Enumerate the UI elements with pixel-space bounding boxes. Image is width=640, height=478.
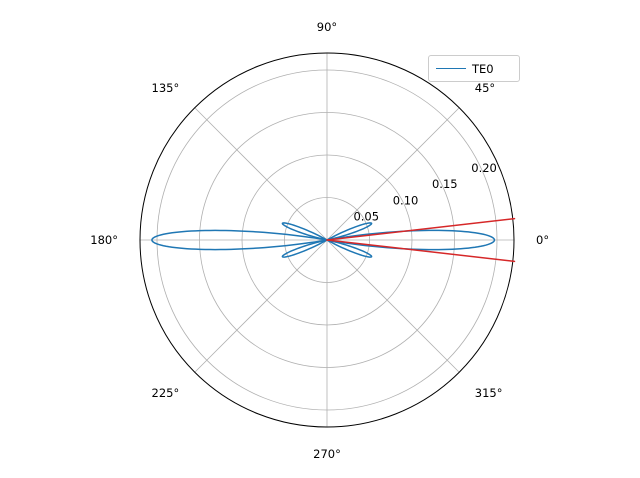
series-te0-lobe-4: [281, 222, 328, 241]
angular-gridline-1: [326, 107, 460, 241]
series-te0-lobe-3: [326, 239, 373, 258]
angular-gridline-3: [194, 107, 328, 241]
radial-tick-0.05: 0.05: [353, 210, 379, 224]
angular-tick-270: 270°: [313, 447, 341, 461]
angular-tick-0: 0°: [536, 233, 549, 247]
radial-tick-labels: 0.05 0.10 0.15 0.20: [353, 161, 496, 224]
series-te0-lobe-1: [151, 229, 328, 251]
series-red-ray-1: [326, 239, 516, 263]
angular-tick-180: 180°: [90, 233, 118, 247]
radial-tick-0.15: 0.15: [432, 177, 458, 191]
legend[interactable]: TE0: [428, 55, 520, 82]
angular-tick-labels: 0° 45° 90° 135° 180° 225° 270° 315°: [90, 20, 549, 461]
legend-swatch-te0: [436, 68, 466, 69]
polar-grid: [140, 53, 514, 427]
angular-tick-225: 225°: [152, 386, 180, 400]
angular-tick-315: 315°: [475, 386, 503, 400]
outer-spine: [139, 52, 515, 428]
angular-tick-135: 135°: [152, 81, 180, 95]
series-te0-lobe-2: [326, 222, 373, 241]
series-group: [151, 217, 516, 263]
legend-label-te0: TE0: [472, 61, 494, 76]
radial-tick-0.20: 0.20: [471, 161, 497, 175]
angular-gridline-5: [194, 239, 328, 373]
angular-gridline-7: [326, 239, 460, 373]
polar-spine: [139, 52, 515, 428]
series-te0-lobe-5: [281, 239, 328, 258]
legend-entry-te0: TE0: [436, 62, 494, 76]
angular-tick-90: 90°: [317, 20, 337, 34]
series-red-ray-0: [326, 217, 516, 241]
angular-tick-45: 45°: [475, 81, 495, 95]
radial-tick-0.10: 0.10: [393, 193, 419, 207]
